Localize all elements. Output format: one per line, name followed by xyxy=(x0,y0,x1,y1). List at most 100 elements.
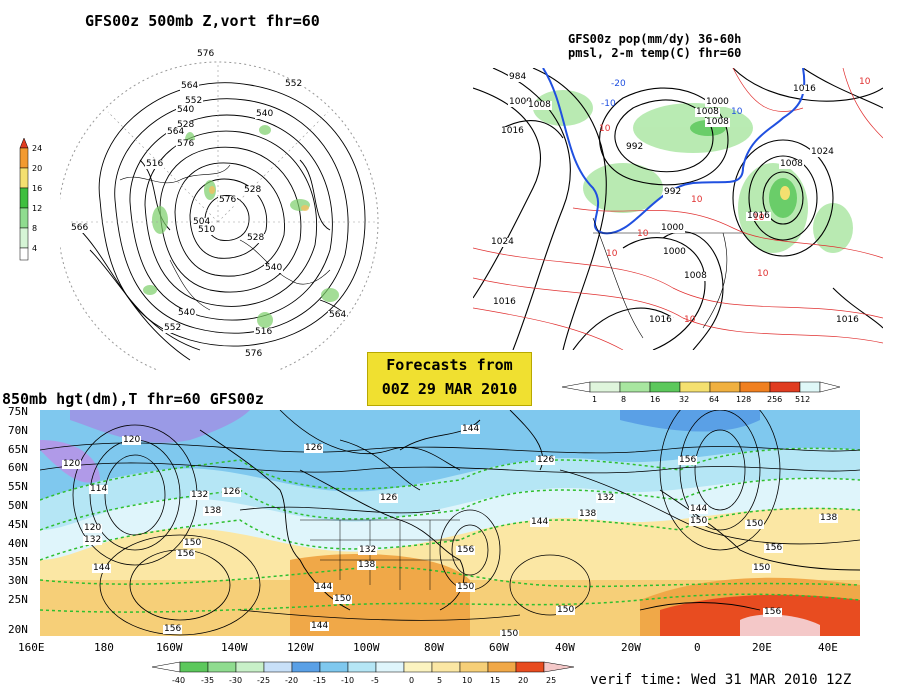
height-label: 126 xyxy=(304,443,324,453)
height-label: 126 xyxy=(222,487,242,497)
height-label: 138 xyxy=(819,513,839,523)
temp-label: 10 xyxy=(691,195,703,205)
pressure-label: 1000 xyxy=(508,97,533,107)
forecasts-from-label: Forecasts from xyxy=(386,356,513,374)
lon-label: 60W xyxy=(489,641,509,654)
lat-label: 30N xyxy=(8,574,28,587)
height-label: 156 xyxy=(163,624,183,634)
map-850mb xyxy=(40,410,860,636)
colorbar-tick: 4 xyxy=(32,244,38,253)
pressure-label: 1000 xyxy=(662,247,687,257)
colorbar-tick: 20 xyxy=(32,164,43,173)
height-label: 120 xyxy=(122,435,142,445)
forecasts-from-box: Forecasts from 00Z 29 MAR 2010 xyxy=(367,352,532,406)
contour-label: 510 xyxy=(197,225,217,235)
contour-label: 552 xyxy=(184,96,204,106)
panel-850mb-title: 850mb hgt(dm),T fhr=60 GFS00z xyxy=(2,390,264,408)
lat-label: 60N xyxy=(8,461,28,474)
polar-500mb-map xyxy=(60,61,379,370)
colorbar-tick: -15 xyxy=(313,676,327,685)
colorbar-tick: 20 xyxy=(518,676,529,685)
temp-label: 10 xyxy=(606,249,618,259)
pressure-label: 1008 xyxy=(779,159,804,169)
forecast-init-time: 00Z 29 MAR 2010 xyxy=(381,380,518,398)
temp-label: 10 xyxy=(859,77,871,87)
pressure-label: 1008 xyxy=(705,117,730,127)
temp-label: -20 xyxy=(611,79,626,89)
contour-label: 516 xyxy=(254,327,274,337)
panel-pop-title-line1: GFS00z pop(mm/dy) 36-60h xyxy=(568,32,742,46)
colorbar-tick: 10 xyxy=(462,676,473,685)
pressure-label: 1016 xyxy=(792,84,817,94)
lat-label: 50N xyxy=(8,499,28,512)
colorbar-tick: -40 xyxy=(172,676,186,685)
colorbar-tick: 24 xyxy=(32,144,43,153)
height-label: 150 xyxy=(689,516,709,526)
colorbar-tick: 0 xyxy=(409,676,415,685)
pressure-label: 984 xyxy=(508,72,528,82)
lon-label: 20E xyxy=(752,641,772,654)
pressure-label: 1016 xyxy=(648,315,673,325)
temp-label: 10 xyxy=(684,315,696,325)
height-label: 156 xyxy=(678,455,698,465)
pressure-label: 1016 xyxy=(492,297,517,307)
lon-label: 160E xyxy=(18,641,45,654)
contour-label: 504 xyxy=(192,217,212,227)
height-label: 120 xyxy=(83,523,103,533)
colorbar-tick: 16 xyxy=(32,184,43,193)
height-label: 156 xyxy=(456,545,476,555)
lon-label: 180 xyxy=(94,641,114,654)
height-label: 138 xyxy=(357,560,377,570)
pressure-label: 992 xyxy=(663,187,683,197)
contour-label: 552 xyxy=(163,323,183,333)
colorbar-tick: -20 xyxy=(285,676,299,685)
height-label: 126 xyxy=(536,455,556,465)
colorbar-tick: -5 xyxy=(371,676,379,685)
contour-label: 540 xyxy=(264,263,284,273)
height-label: 150 xyxy=(556,605,576,615)
colorbar-tick: 16 xyxy=(650,395,661,404)
height-label: 156 xyxy=(763,607,783,617)
pressure-label: 1000 xyxy=(705,97,730,107)
contour-label: 528 xyxy=(246,233,266,243)
lat-label: 45N xyxy=(8,518,28,531)
colorbar-tick: 1 xyxy=(592,395,598,404)
lat-label: 70N xyxy=(8,424,28,437)
height-label: 144 xyxy=(530,517,550,527)
height-label: 144 xyxy=(310,621,330,631)
pressure-label: 1000 xyxy=(660,223,685,233)
temp-label: 10 xyxy=(599,124,611,134)
pressure-label: 992 xyxy=(625,142,645,152)
contour-label: 564 xyxy=(328,310,348,320)
colorbar-tick: 512 xyxy=(795,395,811,404)
contour-label: 528 xyxy=(243,185,263,195)
colorbar-tick: -10 xyxy=(341,676,355,685)
height-label: 132 xyxy=(83,535,103,545)
height-label: 150 xyxy=(745,519,765,529)
lon-label: 80W xyxy=(424,641,444,654)
temp-label: 10 xyxy=(753,213,765,223)
colorbar-tick: 64 xyxy=(709,395,720,404)
colorbar-tick: -35 xyxy=(201,676,215,685)
pressure-label: 1024 xyxy=(810,147,835,157)
contour-label: 528 xyxy=(176,120,196,130)
colorbar-tick: 128 xyxy=(736,395,752,404)
contour-label: 540 xyxy=(176,105,196,115)
contour-label: 566 xyxy=(70,223,90,233)
colorbar-tick: 25 xyxy=(546,676,557,685)
height-label: 132 xyxy=(596,493,616,503)
colorbar-tick: 256 xyxy=(767,395,783,404)
colorbar-tick: 12 xyxy=(32,204,43,213)
precip-colorbar xyxy=(562,381,841,393)
height-label: 138 xyxy=(203,506,223,516)
colorbar-tick: -25 xyxy=(257,676,271,685)
height-label: 144 xyxy=(689,504,709,514)
temperature-colorbar xyxy=(152,661,575,673)
lon-label: 40W xyxy=(555,641,575,654)
height-label: 150 xyxy=(333,594,353,604)
vorticity-colorbar xyxy=(19,137,29,261)
colorbar-tick: 5 xyxy=(437,676,443,685)
lat-label: 20N xyxy=(8,623,28,636)
height-label: 144 xyxy=(92,563,112,573)
panel-pop-title-line2: pmsl, 2-m temp(C) fhr=60 xyxy=(568,46,742,60)
